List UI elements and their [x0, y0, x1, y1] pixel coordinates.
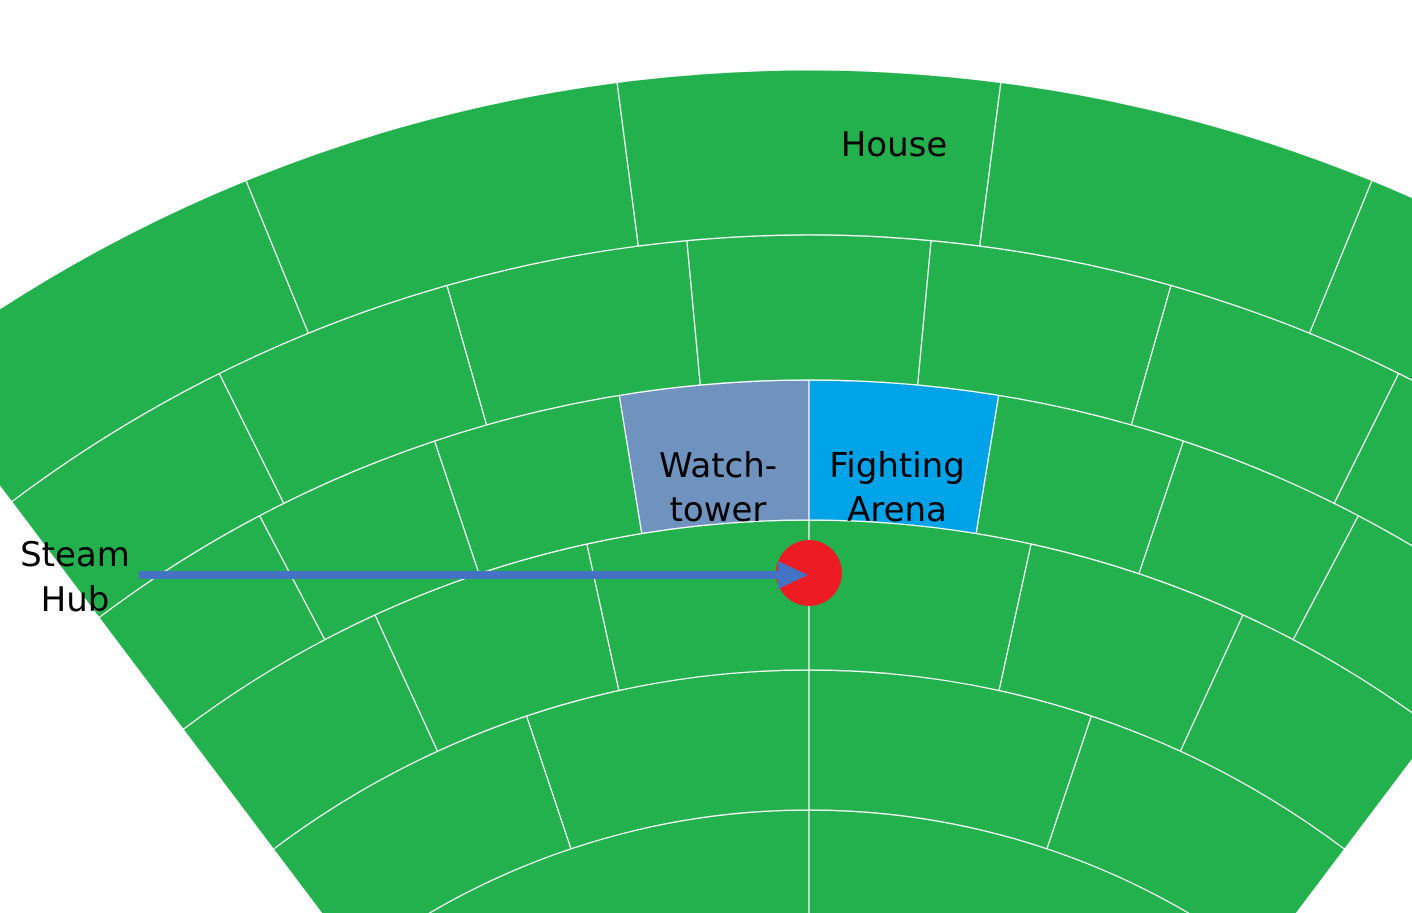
arrow-head: [778, 561, 808, 589]
grid-cell-ring5-col4: [1308, 179, 1412, 381]
house-label: House: [841, 125, 948, 165]
grid-cell-ring4-col6: [1333, 372, 1412, 547]
steam-hub-label-line1: Steam: [20, 535, 130, 575]
grid-cell-ring2-col2: [586, 519, 810, 692]
cell-labels: House Watch- tower Fighting Arena Steam …: [20, 125, 965, 620]
watchtower-label-line1: Watch-: [659, 446, 777, 486]
grid-cell-ring2-col3: [808, 519, 1032, 692]
steam-hub-arrow: [139, 561, 808, 589]
grid-cell-ring4-col3: [686, 234, 932, 386]
grid-cells: [0, 69, 1412, 913]
fighting-arena-label-line1: Fighting: [829, 446, 965, 486]
steam-hub-label-line2: Hub: [41, 580, 110, 620]
fighting-arena-label-line2: Arena: [847, 490, 947, 530]
watchtower-label-line2: tower: [670, 490, 767, 530]
steam-hub-marker: [776, 540, 842, 606]
